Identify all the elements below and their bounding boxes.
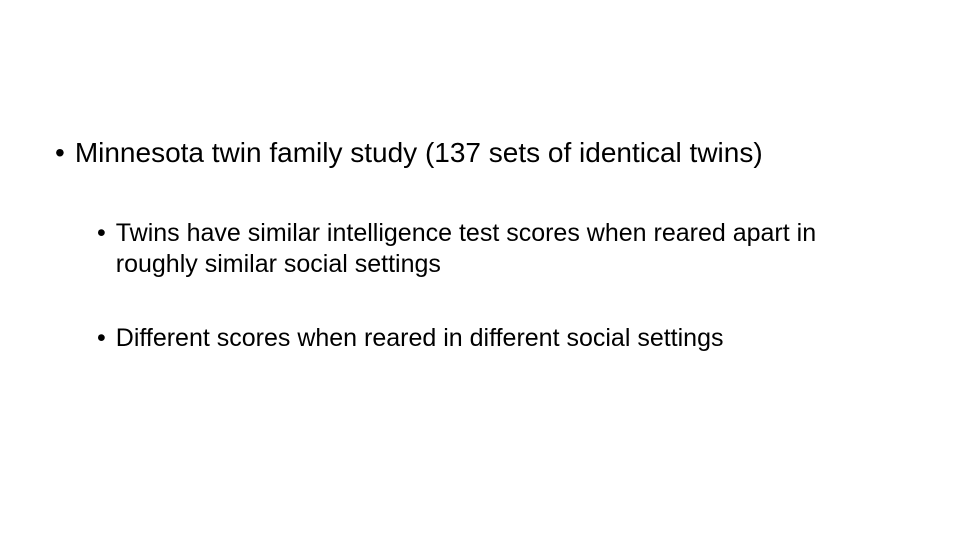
bullet-text: Different scores when reared in differen… [116, 323, 857, 354]
slide-content: • Minnesota twin family study (137 sets … [0, 0, 960, 354]
bullet-text: Twins have similar intelligence test sco… [116, 218, 857, 281]
bullet-level-1: • Minnesota twin family study (137 sets … [55, 135, 905, 170]
bullet-level-2: • Twins have similar intelligence test s… [97, 218, 857, 281]
bullet-marker-icon: • [97, 323, 106, 354]
bullet-text: Minnesota twin family study (137 sets of… [75, 135, 905, 170]
bullet-level-2: • Different scores when reared in differ… [97, 323, 857, 354]
bullet-marker-icon: • [97, 218, 106, 249]
bullet-marker-icon: • [55, 135, 65, 170]
